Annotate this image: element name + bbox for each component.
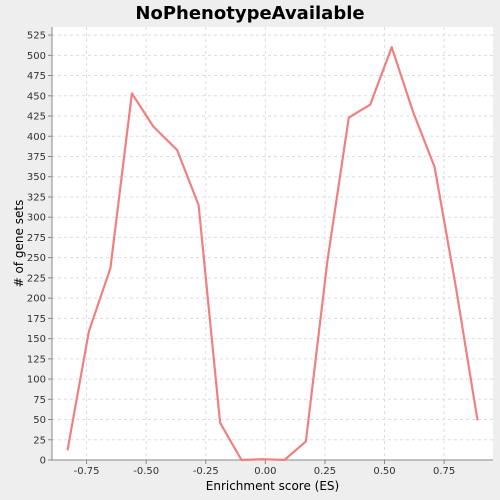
series-line bbox=[66, 46, 479, 462]
y-tick-label: 250 bbox=[27, 253, 46, 264]
y-tick-label: 175 bbox=[27, 314, 46, 325]
y-tick-label: 425 bbox=[27, 112, 46, 123]
x-axis-label: Enrichment score (ES) bbox=[206, 479, 339, 493]
y-tick-label: 500 bbox=[27, 51, 46, 62]
series-layer bbox=[66, 46, 479, 462]
y-tick-label: 150 bbox=[27, 334, 46, 345]
y-tick-label: 475 bbox=[27, 71, 46, 82]
y-tick-label: 400 bbox=[27, 132, 46, 143]
x-tick-label: 0.00 bbox=[254, 466, 276, 477]
x-tick-label: -0.75 bbox=[74, 466, 100, 477]
x-tick-label: 0.75 bbox=[433, 466, 455, 477]
y-tick-label: 100 bbox=[27, 375, 46, 386]
chart-title: NoPhenotypeAvailable bbox=[135, 3, 364, 24]
tick-labels: 0 25 50 75 100 125 150 175 200 225 250 275 300 325 350… bbox=[27, 31, 455, 477]
y-tick-label: 375 bbox=[27, 152, 46, 163]
x-tick-label: -0.25 bbox=[193, 466, 219, 477]
plot-area bbox=[52, 27, 493, 460]
y-axis-label: # of gene sets bbox=[12, 200, 26, 288]
x-tick-label: -0.50 bbox=[133, 466, 159, 477]
y-tick-label: 25 bbox=[33, 435, 46, 446]
y-tick-label: 325 bbox=[27, 192, 46, 203]
y-tick-label: 275 bbox=[27, 233, 46, 244]
y-tick-label: 300 bbox=[27, 213, 46, 224]
y-tick-label: 75 bbox=[33, 395, 46, 406]
grid-lines bbox=[52, 27, 493, 461]
y-tick-label: 525 bbox=[27, 31, 46, 42]
y-tick-label: 0 bbox=[40, 456, 46, 467]
y-tick-label: 200 bbox=[27, 294, 46, 305]
y-tick-label: 125 bbox=[27, 354, 46, 365]
y-tick-label: 350 bbox=[27, 172, 46, 183]
y-tick-label: 50 bbox=[33, 415, 46, 426]
x-tick-label: 0.25 bbox=[314, 466, 336, 477]
y-tick-label: 450 bbox=[27, 91, 46, 102]
x-tick-label: 0.50 bbox=[373, 466, 395, 477]
y-tick-label: 225 bbox=[27, 273, 46, 284]
